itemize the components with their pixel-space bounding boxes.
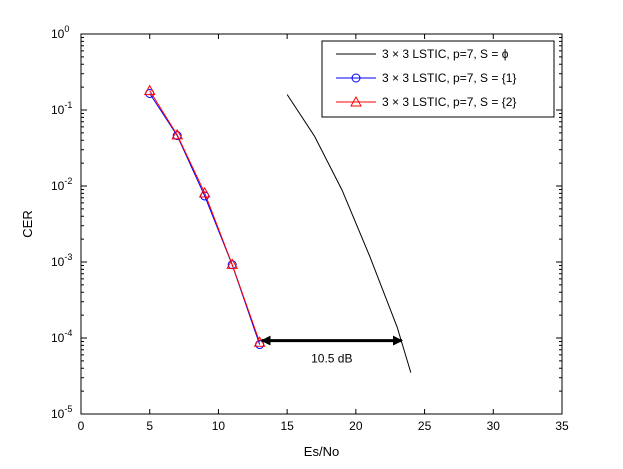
data-point: [172, 131, 182, 141]
y-tick-base: 10: [51, 103, 65, 117]
data-point: [198, 186, 211, 198]
x-tick-label: 15: [280, 419, 294, 433]
legend-marker-2: [350, 95, 362, 107]
legend-label-2: 3 × 3 LSTIC, p=7, S = {2}: [382, 95, 516, 109]
y-tick-base: 10: [51, 27, 65, 41]
legend-marker-1: [351, 73, 361, 83]
x-tick-label: 25: [418, 419, 432, 433]
y-tick-exponent: -5: [64, 404, 72, 414]
y-tick-label: 10-3: [51, 252, 72, 269]
series-line-2: [149, 90, 261, 343]
data-point: [226, 258, 239, 269]
x-tick-label: 30: [487, 419, 501, 433]
y-tick-base: 10: [51, 179, 65, 193]
x-axis-ticks: 0 5 10 15 20 25 30 35: [78, 34, 569, 433]
y-tick-base: 10: [51, 255, 65, 269]
legend: 3 × 3 LSTIC, p=7, S = ϕ 3 × 3 LSTIC, p=7,…: [321, 40, 555, 118]
data-point: [143, 84, 156, 96]
legend-label-0: 3 × 3 LSTIC, p=7, S = ϕ: [382, 47, 509, 61]
series-line-0: [286, 94, 412, 373]
series-layer: [143, 84, 412, 373]
y-tick-base: 10: [51, 407, 65, 421]
y-tick-exponent: -4: [64, 328, 72, 338]
annotation: 10.5 dB: [260, 335, 403, 366]
y-tick-exponent: -1: [64, 100, 72, 110]
y-tick-exponent: -2: [64, 176, 72, 186]
x-tick-label: 20: [349, 419, 363, 433]
y-tick-exponent: 0: [64, 24, 69, 34]
x-tick-label: 5: [146, 419, 153, 433]
x-axis-label: Es/No: [304, 444, 339, 459]
annotation-text: 10.5 dB: [311, 352, 352, 366]
y-tick-label: 10-1: [51, 100, 72, 117]
x-tick-label: 35: [555, 419, 569, 433]
x-tick-label: 0: [78, 419, 85, 433]
y-axis-label: CER: [20, 210, 35, 237]
y-tick-exponent: -3: [64, 252, 72, 262]
y-tick-label: 10-4: [51, 328, 72, 345]
y-tick-label: 10-5: [51, 404, 72, 421]
x-tick-label: 10: [212, 419, 226, 433]
y-tick-label: 10-2: [51, 176, 72, 193]
series-0: [286, 94, 412, 373]
legend-label-1: 3 × 3 LSTIC, p=7, S = {1}: [382, 71, 516, 85]
y-tick-base: 10: [51, 331, 65, 345]
data-point: [171, 128, 184, 140]
y-tick-label: 100: [51, 24, 69, 41]
